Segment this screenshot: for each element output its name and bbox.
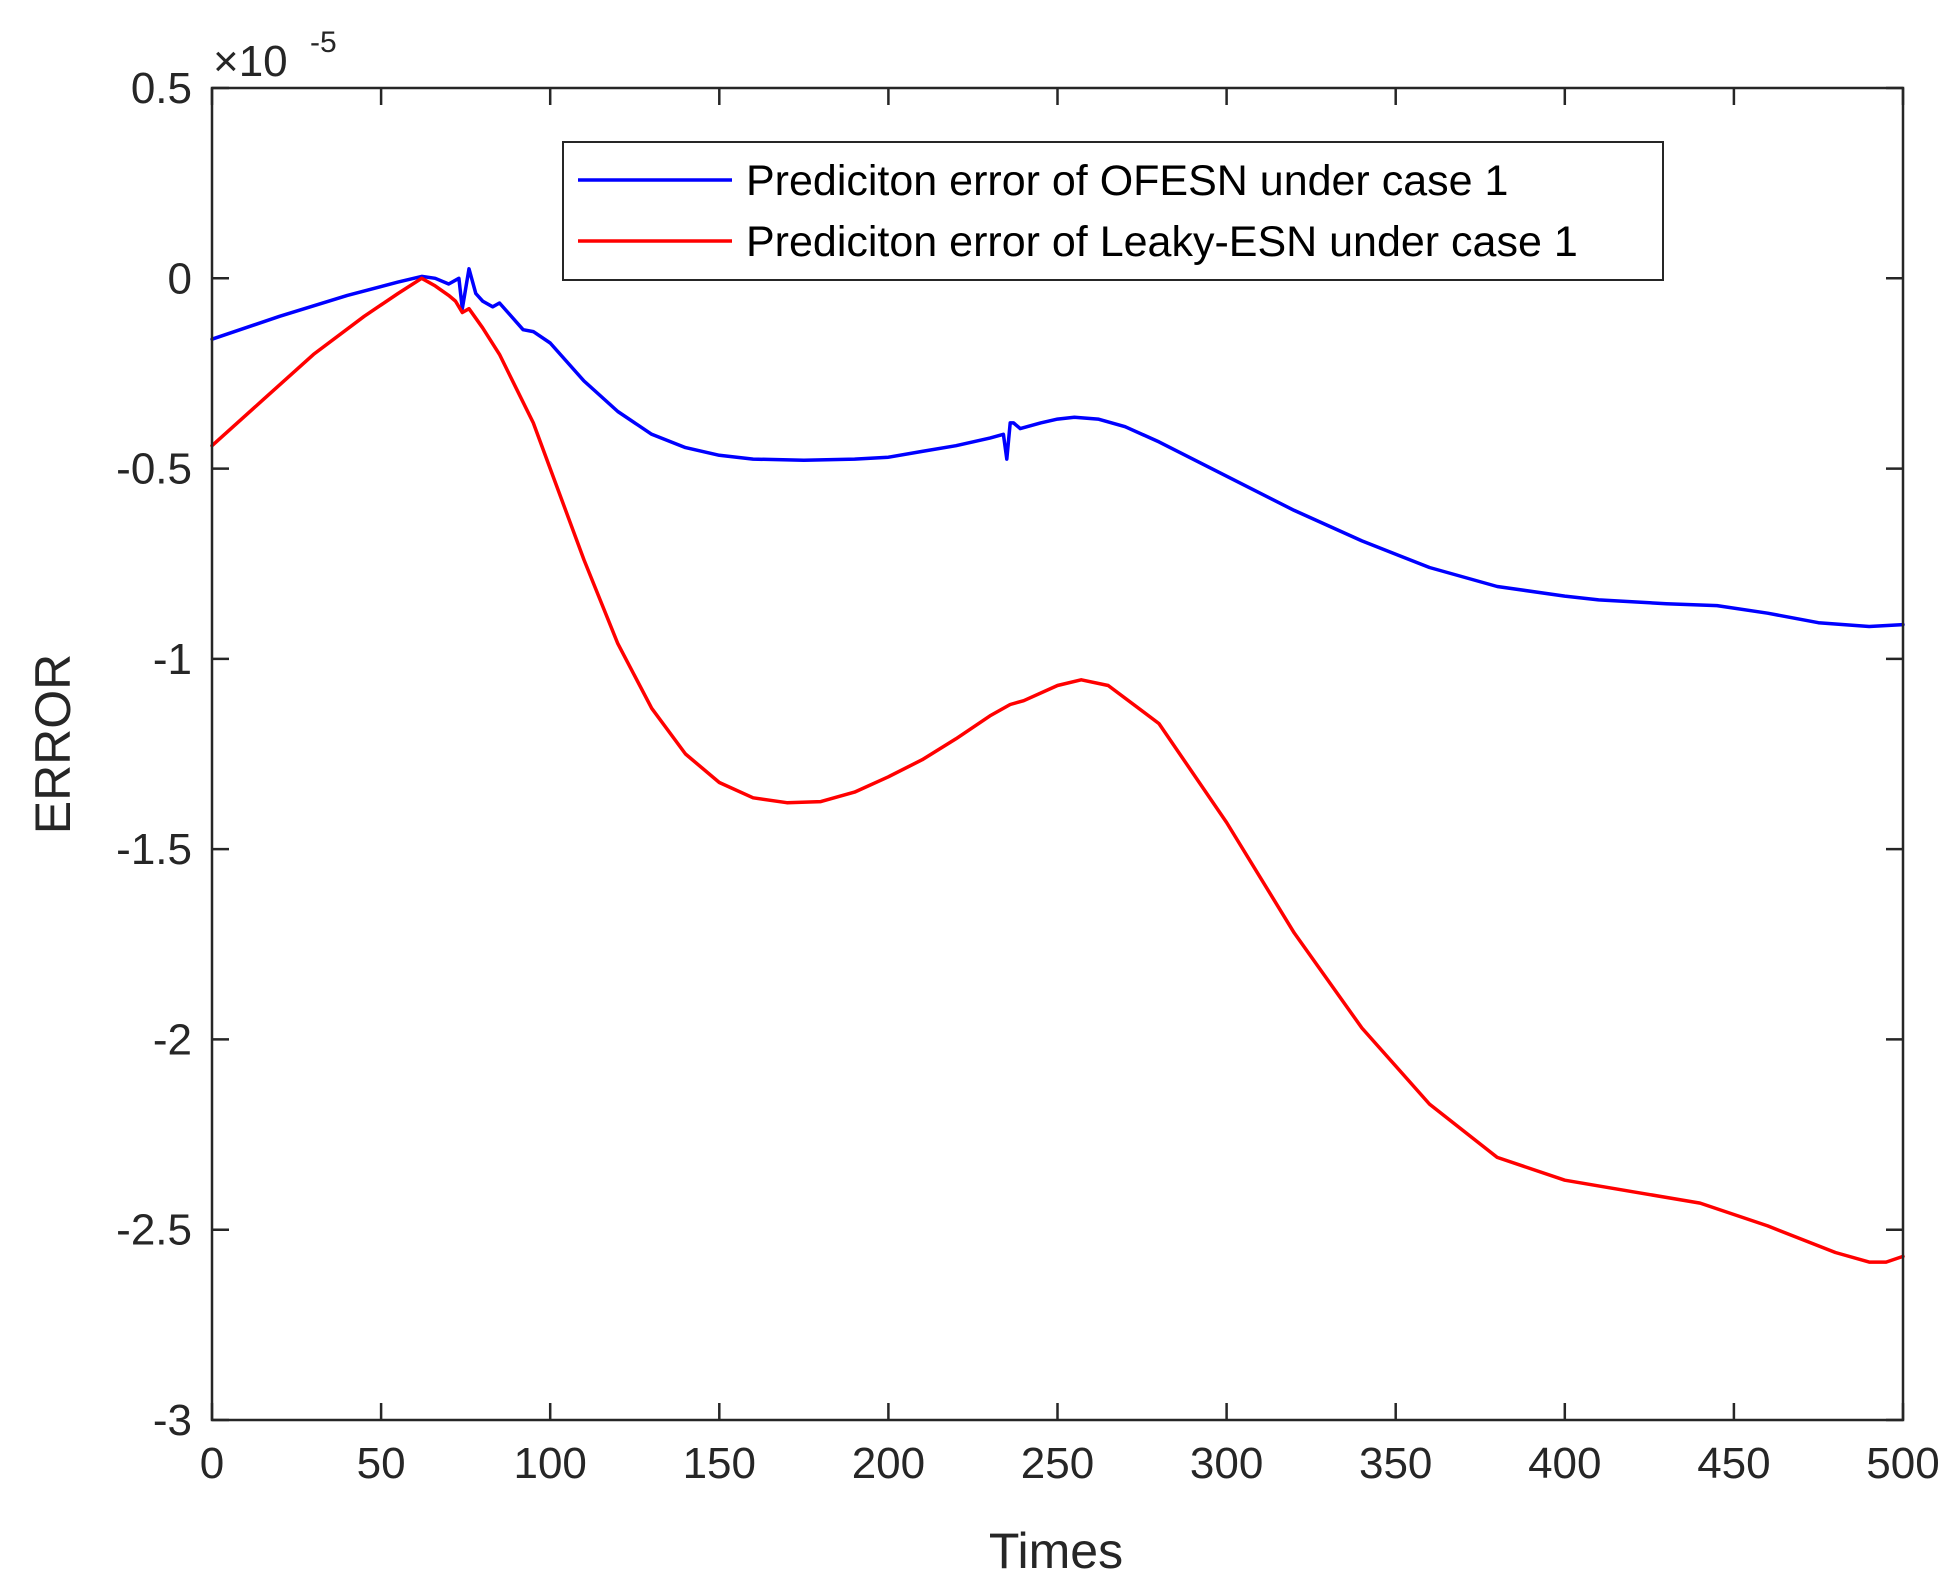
y-tick-label: -3 xyxy=(153,1396,192,1445)
series-line-ofesn xyxy=(210,267,1905,629)
x-tick-label: 150 xyxy=(683,1439,756,1488)
y-axis-title: ERROR xyxy=(25,654,81,835)
y-tick-label: 0.5 xyxy=(131,64,192,113)
x-tick-label: 300 xyxy=(1190,1439,1263,1488)
y-axis-exponent: ×10 -5 xyxy=(213,26,337,86)
y-axis-exponent-power: -5 xyxy=(310,26,337,59)
y-tick-label: -1 xyxy=(153,635,192,684)
legend-label-ofesn: Prediciton error of OFESN under case 1 xyxy=(746,157,1508,205)
x-tick-label: 100 xyxy=(513,1439,586,1488)
series-line-leaky-esn xyxy=(210,276,1905,1264)
legend-box xyxy=(562,141,1664,281)
x-tick-label: 200 xyxy=(852,1439,925,1488)
x-axis-title: Times xyxy=(989,1523,1123,1579)
y-tick-label: -1.5 xyxy=(116,825,192,874)
y-tick-label: -0.5 xyxy=(116,445,192,494)
plot-area xyxy=(212,88,1903,1420)
x-tick-label: 350 xyxy=(1359,1439,1432,1488)
x-tick-label: 50 xyxy=(357,1439,406,1488)
series-layer xyxy=(210,267,1905,1264)
x-tick-label: 250 xyxy=(1021,1439,1094,1488)
ticks-layer: 0 50 100 150 200 250 300 350 400 450 500 0.5 0 -0.5 -1… xyxy=(116,64,1940,1488)
y-tick-label: -2.5 xyxy=(116,1206,192,1255)
plot-background xyxy=(212,88,1903,1420)
y-axis-exponent-base: ×10 xyxy=(213,37,288,86)
legend: Prediciton error of OFESN under case 1 P… xyxy=(562,141,1664,281)
y-tick-label: 0 xyxy=(168,254,192,303)
legend-label-leaky-esn: Prediciton error of Leaky-ESN under case… xyxy=(746,218,1578,266)
y-tick-label: -2 xyxy=(153,1015,192,1064)
x-tick-label: 400 xyxy=(1528,1439,1601,1488)
x-tick-label: 450 xyxy=(1697,1439,1770,1488)
x-tick-label: 500 xyxy=(1866,1439,1939,1488)
x-tick-label: 0 xyxy=(200,1439,224,1488)
